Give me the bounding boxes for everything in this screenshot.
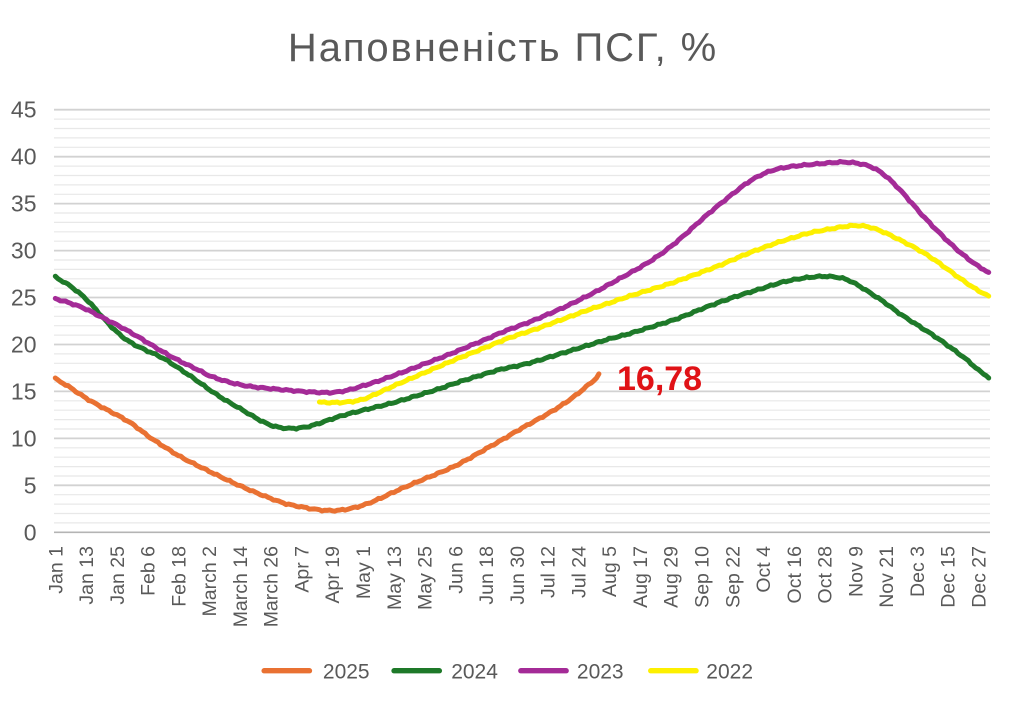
svg-text:Sep 10: Sep 10 — [692, 546, 714, 608]
svg-text:Sep 22: Sep 22 — [722, 546, 744, 608]
svg-text:20: 20 — [11, 332, 37, 358]
svg-text:0: 0 — [24, 519, 37, 545]
svg-text:Dec 15: Dec 15 — [938, 546, 960, 608]
svg-text:Jan 13: Jan 13 — [76, 546, 98, 605]
svg-text:Oct 4: Oct 4 — [753, 546, 775, 593]
svg-text:35: 35 — [11, 191, 37, 217]
svg-text:40: 40 — [11, 144, 37, 170]
svg-text:5: 5 — [24, 472, 37, 498]
svg-text:Jul 12: Jul 12 — [538, 546, 560, 598]
svg-text:30: 30 — [11, 238, 37, 264]
svg-text:May 25: May 25 — [415, 546, 437, 610]
svg-text:March 26: March 26 — [261, 546, 283, 627]
svg-text:Jul 24: Jul 24 — [568, 546, 590, 598]
svg-text:25: 25 — [11, 285, 37, 311]
svg-text:Nov 9: Nov 9 — [845, 546, 867, 597]
svg-text:Dec 3: Dec 3 — [907, 546, 929, 597]
svg-text:45: 45 — [11, 97, 37, 123]
svg-text:March 14: March 14 — [230, 546, 252, 627]
svg-text:Jan 25: Jan 25 — [107, 546, 129, 605]
svg-text:May 13: May 13 — [384, 546, 406, 610]
svg-text:Dec 27: Dec 27 — [969, 546, 991, 608]
svg-text:Jun 30: Jun 30 — [507, 546, 529, 605]
svg-text:Наповненість ПСГ, %: Наповненість ПСГ, % — [288, 26, 718, 70]
svg-text:Jun 18: Jun 18 — [476, 546, 498, 605]
svg-text:2022: 2022 — [706, 660, 753, 683]
svg-text:Feb 18: Feb 18 — [168, 546, 190, 607]
svg-text:May 1: May 1 — [353, 546, 375, 599]
svg-text:March 2: March 2 — [199, 546, 221, 616]
svg-text:Jan 1: Jan 1 — [45, 546, 67, 594]
svg-text:2025: 2025 — [323, 660, 370, 683]
svg-text:Jun 6: Jun 6 — [445, 546, 467, 594]
svg-text:Nov 21: Nov 21 — [876, 546, 898, 608]
svg-text:10: 10 — [11, 425, 37, 451]
svg-text:16,78: 16,78 — [617, 360, 702, 398]
svg-text:Feb 6: Feb 6 — [138, 546, 160, 596]
svg-text:Aug 5: Aug 5 — [599, 546, 621, 597]
svg-text:Aug 29: Aug 29 — [661, 546, 683, 608]
svg-text:Aug 17: Aug 17 — [630, 546, 652, 608]
svg-text:Apr 19: Apr 19 — [322, 546, 344, 603]
svg-text:15: 15 — [11, 378, 37, 404]
svg-text:Oct 28: Oct 28 — [815, 546, 837, 603]
svg-text:Apr 7: Apr 7 — [292, 546, 314, 593]
svg-text:2024: 2024 — [451, 660, 498, 683]
svg-text:2023: 2023 — [577, 660, 624, 683]
svg-text:Oct 16: Oct 16 — [784, 546, 806, 603]
